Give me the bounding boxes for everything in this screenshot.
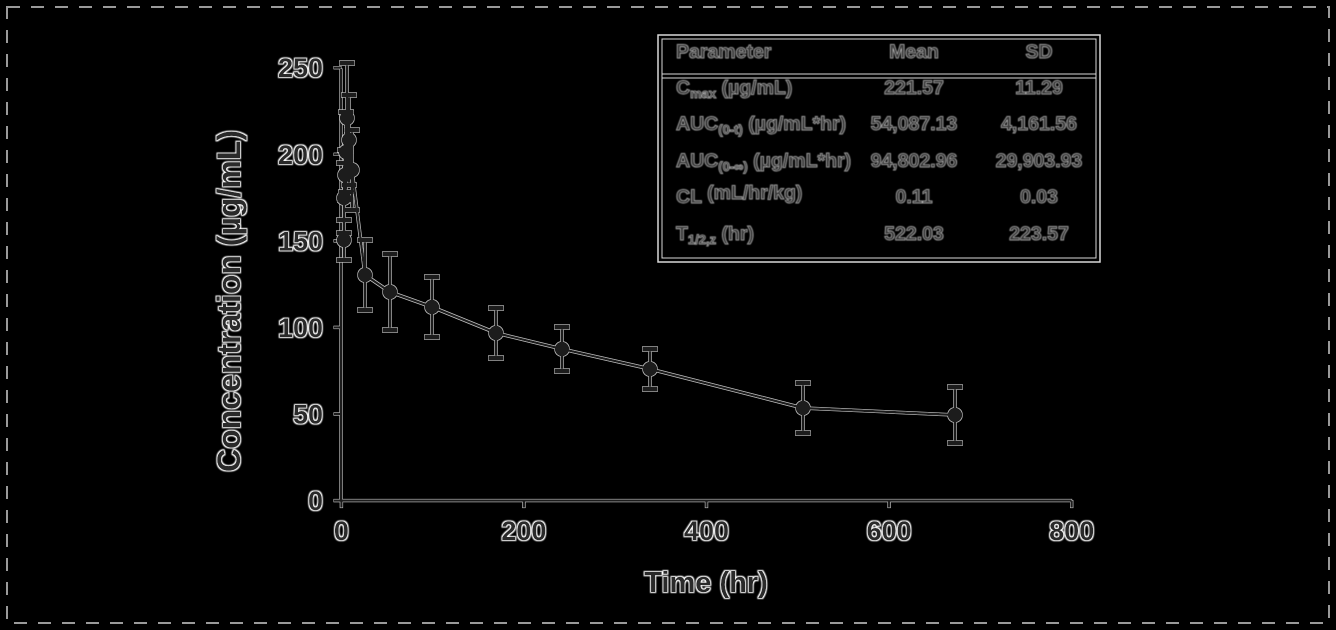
svg-text:11.29: 11.29 xyxy=(1015,77,1063,99)
svg-text:0.03: 0.03 xyxy=(1020,186,1058,208)
svg-text:Parameter: Parameter xyxy=(676,41,772,63)
svg-text:T1/2,z (hr): T1/2,z (hr) xyxy=(676,223,754,247)
svg-text:150: 150 xyxy=(278,227,323,257)
svg-text:0: 0 xyxy=(334,516,349,546)
svg-text:400: 400 xyxy=(684,516,729,546)
svg-text:29,903.93: 29,903.93 xyxy=(996,150,1083,172)
svg-text:200: 200 xyxy=(278,140,323,170)
svg-text:200: 200 xyxy=(501,516,546,546)
svg-text:0.11: 0.11 xyxy=(896,186,933,208)
svg-text:4,161.56: 4,161.56 xyxy=(1001,113,1077,135)
svg-text:AUC(0-∞) (µg/mL*hr): AUC(0-∞) (µg/mL*hr) xyxy=(676,150,851,174)
svg-text:Mean: Mean xyxy=(889,41,939,63)
svg-text:100: 100 xyxy=(278,313,323,343)
svg-text:Time (hr): Time (hr) xyxy=(644,567,768,599)
svg-text:250: 250 xyxy=(278,53,323,83)
svg-text:CL (mL/hr/kg): CL (mL/hr/kg) xyxy=(676,182,802,208)
svg-text:50: 50 xyxy=(293,400,323,430)
svg-text:AUC(0-t) (µg/mL*hr): AUC(0-t) (µg/mL*hr) xyxy=(676,113,846,137)
svg-text:221.57: 221.57 xyxy=(884,77,944,99)
svg-text:94,802.96: 94,802.96 xyxy=(871,150,958,172)
svg-text:SD: SD xyxy=(1025,41,1052,63)
svg-text:800: 800 xyxy=(1049,516,1094,546)
svg-text:0: 0 xyxy=(308,486,323,516)
svg-text:600: 600 xyxy=(867,516,912,546)
svg-text:Cmax (µg/mL): Cmax (µg/mL) xyxy=(676,77,792,101)
svg-text:522.03: 522.03 xyxy=(884,223,944,245)
svg-text:223.57: 223.57 xyxy=(1009,223,1069,245)
svg-text:Concentration (µg/mL): Concentration (µg/mL) xyxy=(211,130,247,472)
svg-text:54,087.13: 54,087.13 xyxy=(871,113,958,135)
